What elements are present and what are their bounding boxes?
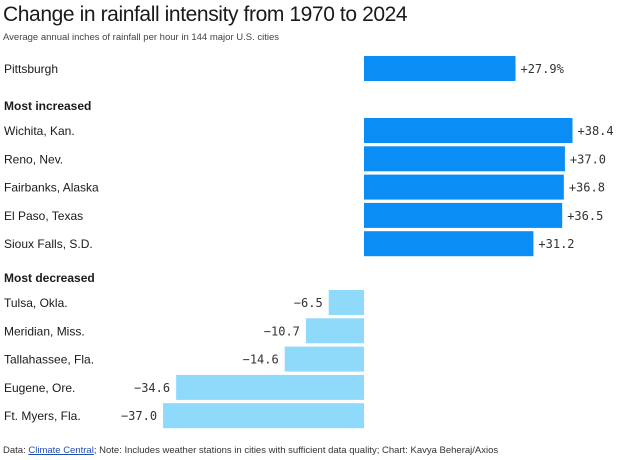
section-heading: Most increased (4, 99, 91, 113)
category-label: Pittsburgh (4, 62, 58, 76)
source-link[interactable]: Climate Central (28, 445, 94, 456)
category-label: Fairbanks, Alaska (4, 181, 99, 195)
bar (163, 403, 364, 429)
section-heading: Most decreased (4, 271, 95, 285)
bar (364, 202, 563, 228)
value-label: −34.6 (134, 381, 170, 395)
footer-note: ; Note: Includes weather stations in cit… (93, 445, 499, 456)
value-label: +36.5 (567, 209, 603, 223)
value-label: +27.9% (520, 62, 564, 76)
bar (176, 374, 364, 400)
category-label: Meridian, Miss. (4, 324, 85, 338)
bar (364, 174, 564, 200)
chart-footer: Data: Climate Central; Note: Includes we… (3, 445, 498, 456)
category-label: Wichita, Kan. (4, 124, 75, 138)
value-label: −37.0 (121, 409, 157, 423)
value-label: −6.5 (294, 296, 323, 310)
chart-subtitle: Average annual inches of rainfall per ho… (3, 32, 280, 43)
value-label: +36.8 (569, 181, 605, 195)
footer-prefix: Data: (3, 445, 29, 456)
value-label: +38.4 (578, 124, 614, 138)
category-label: Tulsa, Okla. (4, 296, 68, 310)
bar (364, 146, 565, 172)
category-label: Eugene, Ore. (4, 381, 75, 395)
value-label: +31.2 (538, 237, 574, 251)
value-label: −10.7 (264, 324, 300, 338)
bar (364, 118, 573, 143)
category-label: Sioux Falls, S.D. (4, 237, 93, 251)
category-label: Tallahassee, Fla. (4, 353, 94, 367)
bar (364, 231, 534, 257)
bar (364, 56, 516, 81)
value-label: +37.0 (570, 152, 606, 166)
bar (305, 318, 364, 344)
category-label: Reno, Nev. (4, 152, 63, 166)
category-label: Ft. Myers, Fla. (4, 409, 81, 423)
chart-title: Change in rainfall intensity from 1970 t… (3, 3, 408, 26)
category-label: El Paso, Texas (4, 209, 83, 223)
bar (284, 346, 364, 372)
value-label: −14.6 (243, 353, 279, 367)
bar (328, 290, 364, 315)
